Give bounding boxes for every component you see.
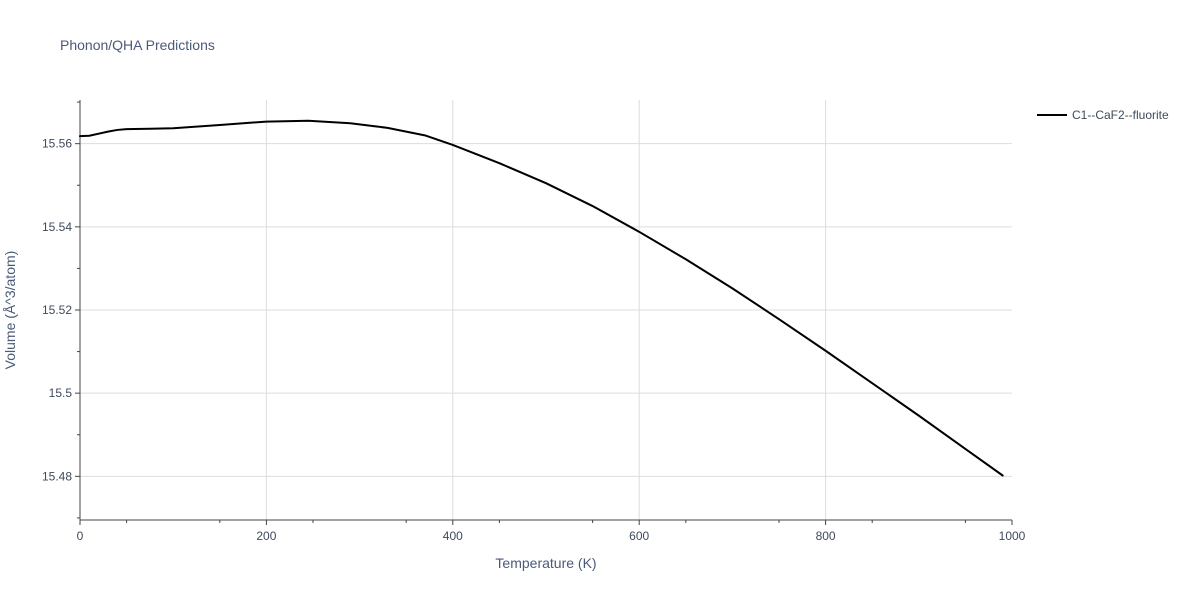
y-tick-label: 15.5 <box>49 386 73 400</box>
x-tick-label: 400 <box>443 529 463 543</box>
legend-label-c1-caf2-fluorite: C1--CaF2--fluorite <box>1072 108 1169 122</box>
y-tick-label: 15.56 <box>42 137 72 151</box>
axes: 0 200 400 600 800 1000 15.48 15.5 15.52 15.54 15.5… <box>42 100 1026 543</box>
plot-area <box>79 119 1004 477</box>
y-tick-label: 15.52 <box>42 303 72 317</box>
chart-title: Phonon/QHA Predictions <box>60 37 215 53</box>
y-tick-label: 15.54 <box>42 220 72 234</box>
x-tick-label: 1000 <box>999 529 1026 543</box>
x-tick-label: 800 <box>816 529 836 543</box>
y-tick-label: 15.48 <box>42 469 72 483</box>
x-axis-title: Temperature (K) <box>495 555 596 571</box>
x-tick-label: 600 <box>629 529 649 543</box>
x-tick-label: 200 <box>256 529 276 543</box>
legend[interactable]: C1--CaF2--fluorite <box>1037 108 1169 122</box>
series-line-c1-caf2-fluorite[interactable] <box>79 119 1004 477</box>
y-axis-title: Volume (Å^3/atom) <box>2 251 18 370</box>
grid-layer <box>80 100 1012 520</box>
x-tick-label: 0 <box>77 529 84 543</box>
